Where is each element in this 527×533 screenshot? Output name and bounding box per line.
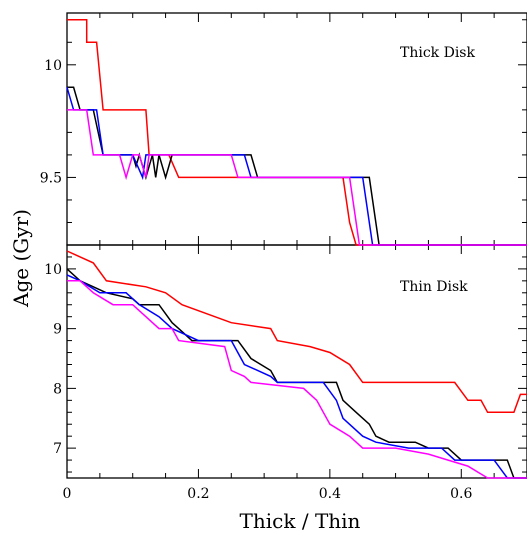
series-line-bottom-0 — [66, 250, 527, 414]
y-tick-label-bottom: 10 — [44, 262, 62, 278]
y-tick-label-bottom: 8 — [53, 381, 62, 397]
y-tick-label-bottom: 9 — [53, 322, 62, 338]
y-tick-label-top: 9.5 — [40, 170, 62, 186]
series-line-bottom-2 — [66, 274, 527, 479]
series-line-bottom-3 — [67, 280, 527, 479]
x-axis-title: Thick / Thin — [240, 509, 361, 533]
y-tick-label-top: 10 — [44, 58, 62, 74]
panel-label-top: Thick Disk — [400, 45, 475, 61]
x-tick-label: 0 — [63, 486, 72, 502]
x-tick-label: 0.6 — [450, 486, 472, 502]
panel-label-bottom: Thin Disk — [400, 279, 468, 295]
tick-labels: 10 9.5 10 9 8 7 0 0.2 0.4 0.6 — [40, 58, 473, 502]
x-tick-label: 0.2 — [187, 486, 209, 502]
series-lines — [66, 19, 527, 479]
y-tick-label-bottom: 7 — [53, 441, 62, 457]
series-line-top-1 — [67, 86, 527, 246]
series-line-top-3 — [67, 109, 527, 246]
series-line-bottom-1 — [66, 268, 527, 479]
x-tick-label: 0.4 — [319, 486, 341, 502]
y-axis-title: Age (Gyr) — [9, 209, 33, 308]
series-line-top-2 — [66, 87, 527, 246]
